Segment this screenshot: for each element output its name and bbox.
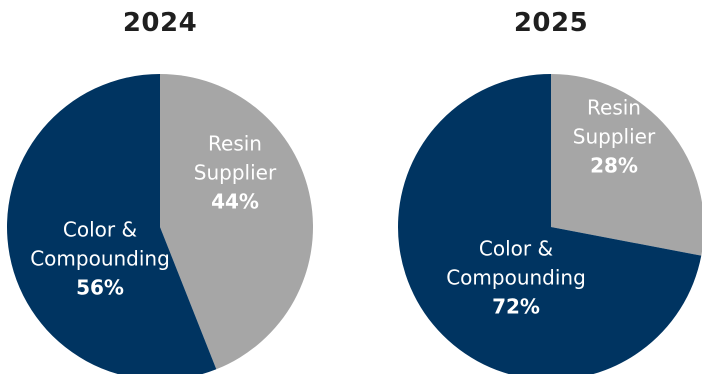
pie-2025: Resin Supplier 28% Color & Compounding 72% bbox=[398, 74, 702, 374]
data-label-2025-0: 28% bbox=[590, 154, 638, 178]
pie-slice-2024-0 bbox=[160, 74, 314, 370]
slice-label-2025-0-0: Resin bbox=[587, 96, 641, 120]
chart-title-2024: 2024 bbox=[122, 8, 198, 38]
slice-label-2024-1-1: Compounding bbox=[30, 247, 170, 271]
pie-slice-2024-1 bbox=[7, 74, 217, 374]
pie-slice-2025-1 bbox=[398, 74, 702, 374]
slice-label-2025-1-0: Color & bbox=[479, 237, 553, 261]
data-label-2024-1: 56% bbox=[76, 276, 124, 300]
chart-title-2025: 2025 bbox=[513, 8, 589, 38]
slice-label-2024-0-1: Supplier bbox=[194, 161, 277, 185]
pie-2024: Resin Supplier 44% Color & Compounding 56% bbox=[7, 74, 314, 374]
slice-label-2025-1-1: Compounding bbox=[446, 266, 586, 290]
data-label-2025-1: 72% bbox=[492, 295, 540, 319]
slice-label-2025-0-1: Supplier bbox=[573, 125, 656, 149]
pie-slice-2025-0 bbox=[551, 74, 702, 256]
slice-label-2024-0-0: Resin bbox=[208, 132, 262, 156]
data-label-2024-0: 44% bbox=[211, 190, 259, 214]
slice-label-2024-1-0: Color & bbox=[63, 218, 137, 242]
